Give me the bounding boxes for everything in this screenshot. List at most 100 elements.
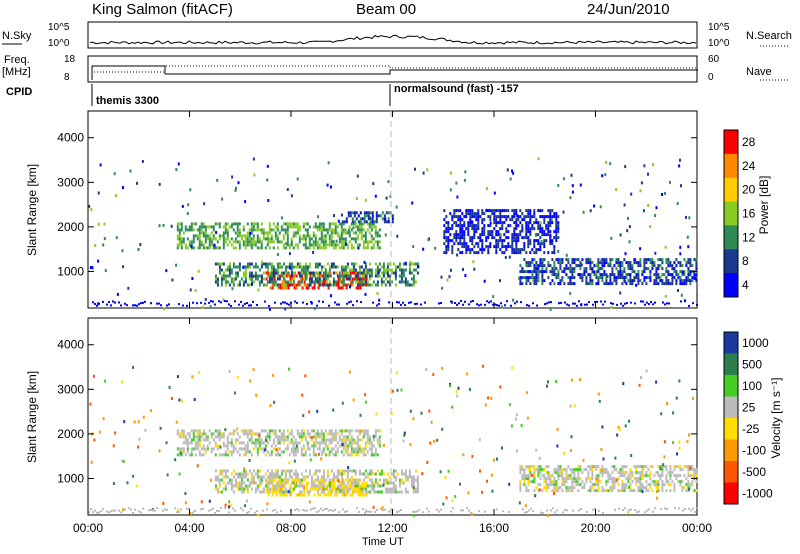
data-cell <box>334 490 337 494</box>
data-cell <box>291 487 294 491</box>
data-cell <box>351 217 354 221</box>
data-cell <box>367 214 370 218</box>
data-cell <box>321 283 324 287</box>
data-cell <box>376 441 379 445</box>
data-cell <box>690 509 692 512</box>
data-cell <box>262 283 265 287</box>
data-cell <box>451 248 454 252</box>
data-cell <box>280 228 283 232</box>
data-cell <box>659 279 662 283</box>
power-scale-label: Power [dB] <box>757 176 771 235</box>
data-cell <box>294 225 297 229</box>
data-cell <box>445 248 448 252</box>
data-cell <box>198 435 201 439</box>
data-cell <box>306 302 308 305</box>
data-cell <box>575 480 578 484</box>
data-cell <box>569 279 572 283</box>
data-cell <box>284 246 287 250</box>
data-cell <box>495 251 498 255</box>
data-cell <box>579 477 582 481</box>
data-cell <box>254 432 257 436</box>
data-cell <box>531 465 534 469</box>
data-cell <box>274 487 277 491</box>
data-cell <box>329 271 332 275</box>
data-cell <box>194 289 197 292</box>
data-cell <box>630 301 632 304</box>
data-cell <box>451 300 454 304</box>
data-cell <box>236 450 239 454</box>
data-cell <box>575 468 578 472</box>
data-cell <box>469 209 472 213</box>
data-cell <box>641 483 644 487</box>
data-cell <box>514 302 516 305</box>
data-cell <box>316 511 318 514</box>
data-cell <box>637 465 640 469</box>
data-cell <box>441 366 444 370</box>
data-cell <box>615 282 618 286</box>
data-cell <box>218 472 221 476</box>
data-cell <box>338 469 341 473</box>
data-cell <box>209 305 212 309</box>
data-cell <box>354 447 357 451</box>
data-cell <box>372 490 375 494</box>
data-cell <box>358 225 361 229</box>
data-cell <box>256 240 259 244</box>
data-cell <box>122 186 124 190</box>
data-cell <box>317 215 320 219</box>
data-cell <box>381 211 384 215</box>
data-cell <box>569 282 572 286</box>
data-cell <box>346 438 349 442</box>
data-cell <box>563 483 566 487</box>
data-cell <box>355 217 358 221</box>
data-cell <box>526 510 528 513</box>
data-cell <box>495 221 498 225</box>
data-cell <box>535 276 538 280</box>
data-cell <box>222 298 225 302</box>
data-cell <box>394 478 397 482</box>
data-cell <box>639 465 642 469</box>
data-cell <box>340 280 343 284</box>
data-cell <box>342 278 345 282</box>
data-cell <box>344 441 347 445</box>
data-cell <box>296 429 299 433</box>
data-cell <box>314 432 317 436</box>
data-cell <box>224 222 227 226</box>
data-cell <box>624 302 626 305</box>
data-cell <box>404 283 407 287</box>
data-cell <box>490 473 493 477</box>
data-cell <box>127 286 130 290</box>
data-cell <box>549 264 552 268</box>
data-cell <box>328 240 331 244</box>
data-cell <box>510 304 512 307</box>
data-cell <box>629 261 632 265</box>
data-cell <box>359 217 362 221</box>
data-cell <box>210 447 213 451</box>
data-cell <box>691 279 694 283</box>
data-cell <box>374 234 377 238</box>
data-cell <box>250 274 253 278</box>
data-cell <box>624 507 626 510</box>
data-cell <box>571 258 574 262</box>
data-cell <box>354 453 357 457</box>
data-cell <box>543 264 546 268</box>
data-cell <box>627 261 630 265</box>
data-cell <box>525 489 528 493</box>
data-cell <box>222 274 225 278</box>
data-cell <box>602 457 605 461</box>
x-tick-label: 00:00 <box>682 521 712 535</box>
data-cell <box>296 432 299 436</box>
data-cell <box>210 432 213 436</box>
data-cell <box>557 477 560 481</box>
data-cell <box>318 277 321 281</box>
data-cell <box>358 490 361 494</box>
data-cell <box>595 480 598 484</box>
data-cell <box>639 279 642 283</box>
data-cell <box>260 222 263 226</box>
data-cell <box>533 474 536 478</box>
data-cell <box>647 483 650 487</box>
data-cell <box>310 436 313 440</box>
data-cell <box>353 484 356 488</box>
data-cell <box>178 222 181 226</box>
data-cell <box>118 301 120 304</box>
data-cell <box>571 486 574 490</box>
